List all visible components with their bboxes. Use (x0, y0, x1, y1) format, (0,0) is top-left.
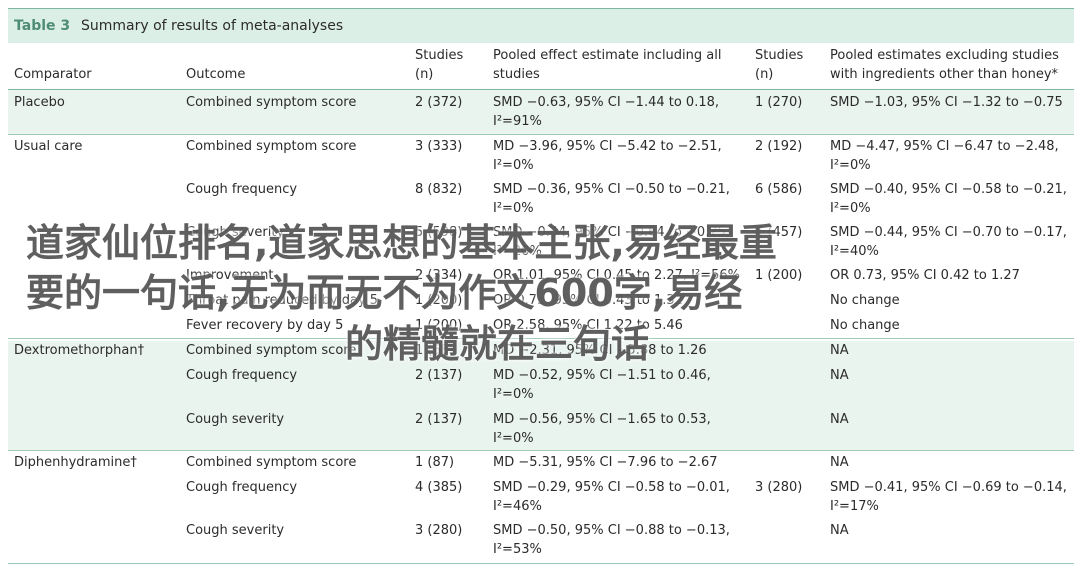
cell-studies1: 8 (832) (415, 182, 463, 197)
cell-studies2: 1 (200) (755, 268, 803, 283)
table-header: Comparator Outcome Studies (n) Pooled ef… (8, 43, 1074, 90)
cell-outcome: Combined symptom score (186, 455, 357, 470)
cell-est1-a: OR 0.75, 95% CI 0.43 to 1.32 (493, 293, 683, 308)
header-comparator: Comparator (14, 67, 92, 82)
cell-studies1: 1 (200) (415, 293, 463, 308)
cell-studies2: 4 (457) (755, 225, 803, 240)
cell-studies2: 3 (280) (755, 480, 803, 495)
group-divider (8, 134, 1074, 135)
cell-studies1: 1 (87) (415, 455, 455, 470)
cell-est2-a: OR 0.73, 95% CI 0.42 to 1.27 (830, 268, 1020, 283)
cell-outcome: Throat pain reduced by day 5 (186, 293, 379, 308)
cell-est2-a: SMD −0.40, 95% CI −0.58 to −0.21, (830, 182, 1067, 197)
cell-est1-a: MD −2.31, 95% CI −5.88 to 1.26 (493, 343, 707, 358)
cell-studies1: 3 (333) (415, 139, 463, 154)
header-pooled-excl-a: Pooled estimates excluding studies (830, 48, 1059, 63)
cell-est2-a: NA (830, 455, 849, 470)
cell-est2-b: I²=0% (830, 201, 871, 216)
cell-est1-b: I²=53% (493, 542, 542, 557)
cell-est1-b: I²=0% (493, 158, 534, 173)
group-divider (8, 338, 1074, 339)
header-outcome: Outcome (186, 67, 246, 82)
cell-studies1: 1 (68) (415, 343, 455, 358)
group-divider (8, 450, 1074, 451)
cell-outcome: Combined symptom score (186, 139, 357, 154)
header-pooled-excl-b: with ingredients other than honey* (830, 67, 1059, 82)
cell-est1-b: I²=0% (493, 387, 534, 402)
cell-est2-a: NA (830, 343, 849, 358)
cell-outcome: Cough severity (186, 225, 285, 240)
cell-outcome: Combined symptom score (186, 343, 357, 358)
cell-est1-b: I²=20% (493, 244, 542, 259)
cell-studies2: 1 (270) (755, 95, 803, 110)
header-pooled-all-b: studies (493, 67, 540, 82)
cell-est1-a: SMD −0.29, 95% CI −0.58 to −0.01, (493, 480, 730, 495)
cell-est2-a: SMD −0.44, 95% CI −0.70 to −0.17, (830, 225, 1067, 240)
cell-est2-b: I²=40% (830, 244, 879, 259)
cell-est1-a: MD −0.56, 95% CI −1.65 to 0.53, (493, 412, 711, 427)
cell-studies1: 5 (598) (415, 225, 463, 240)
cell-comparator: Dextromethorphan† (14, 343, 145, 358)
cell-studies1: 4 (385) (415, 480, 463, 495)
cell-est1-a: OR 1.01, 95% CI 0.45 to 2.27, I²=56% (493, 268, 740, 283)
cell-est1-a: SMD −0.36, 95% CI −0.50 to −0.21, (493, 182, 730, 197)
table-bottom-rule (8, 563, 1074, 564)
header-studies-1a: Studies (415, 48, 464, 63)
cell-est2-a: NA (830, 368, 849, 383)
cell-est1-b: I²=46% (493, 499, 542, 514)
cell-studies1: 2 (137) (415, 368, 463, 383)
cell-outcome: Improvement (186, 268, 274, 283)
cell-est1-a: MD −3.96, 95% CI −5.42 to −2.51, (493, 139, 722, 154)
cell-studies1: 1 (200) (415, 318, 463, 333)
cell-outcome: Cough severity (186, 523, 285, 538)
cell-outcome: Fever recovery by day 5 (186, 318, 344, 333)
cell-outcome: Cough frequency (186, 480, 298, 495)
cell-est2-a: NA (830, 523, 849, 538)
cell-studies1: 3 (280) (415, 523, 463, 538)
table-number: Table 3 (14, 18, 71, 34)
cell-studies2: 2 (192) (755, 139, 803, 154)
row-group-band (8, 90, 1074, 134)
table-title-bar: Table 3 Summary of results of meta-analy… (8, 8, 1074, 43)
cell-comparator: Usual care (14, 139, 83, 154)
cell-est1-b: I²=0% (493, 201, 534, 216)
cell-studies1: 2 (137) (415, 412, 463, 427)
cell-est2-a: MD −4.47, 95% CI −6.47 to −2.48, (830, 139, 1059, 154)
overlay-text-line-3: 的精髓就在三句话 (345, 322, 650, 366)
cell-est2-a: No change (830, 318, 900, 333)
header-studies-2b: (n) (755, 67, 774, 82)
cell-est1-b: I²=91% (493, 114, 542, 129)
row-group-band (8, 341, 1074, 450)
cell-est2-a: SMD −1.03, 95% CI −1.32 to −0.75 (830, 95, 1063, 110)
cell-outcome: Cough severity (186, 412, 285, 427)
cell-studies1: 2 (334) (415, 268, 463, 283)
cell-outcome: Combined symptom score (186, 95, 357, 110)
cell-studies2: 6 (586) (755, 182, 803, 197)
cell-est1-a: SMD −0.50, 95% CI −0.88 to −0.13, (493, 523, 730, 538)
cell-est2-a: SMD −0.41, 95% CI −0.69 to −0.14, (830, 480, 1067, 495)
overlay-text-line-2: 要的一句话,无为而无不为作文600字,易经 (26, 271, 743, 315)
cell-est2-a: No change (830, 293, 900, 308)
cell-outcome: Cough frequency (186, 182, 298, 197)
cell-est1-b: I²=0% (493, 431, 534, 446)
cell-est1-a: SMD −0.63, 95% CI −1.44 to 0.18, (493, 95, 720, 110)
table-title: Summary of results of meta-analyses (81, 18, 344, 34)
cell-outcome: Cough frequency (186, 368, 298, 383)
cell-est2-a: NA (830, 412, 849, 427)
cell-est1-a: MD −5.31, 95% CI −7.96 to −2.67 (493, 455, 718, 470)
header-pooled-all-a: Pooled effect estimate including all (493, 48, 722, 63)
cell-est2-b: I²=17% (830, 499, 879, 514)
cell-est1-a: SMD −0.44, 95% CI −0.64 to −0.25, (493, 225, 730, 240)
header-studies-2a: Studies (755, 48, 804, 63)
cell-est1-a: MD −0.52, 95% CI −1.51 to 0.46, (493, 368, 711, 383)
cell-studies1: 2 (372) (415, 95, 463, 110)
cell-est1-a: OR 2.58, 95% CI 1.22 to 5.46 (493, 318, 683, 333)
cell-comparator: Diphenhydramine† (14, 455, 137, 470)
cell-comparator: Placebo (14, 95, 65, 110)
header-studies-1b: (n) (415, 67, 434, 82)
overlay-text-line-1: 道家仙位排名,道家思想的基本主张,易经最重 (26, 221, 777, 265)
cell-est2-b: I²=0% (830, 158, 871, 173)
